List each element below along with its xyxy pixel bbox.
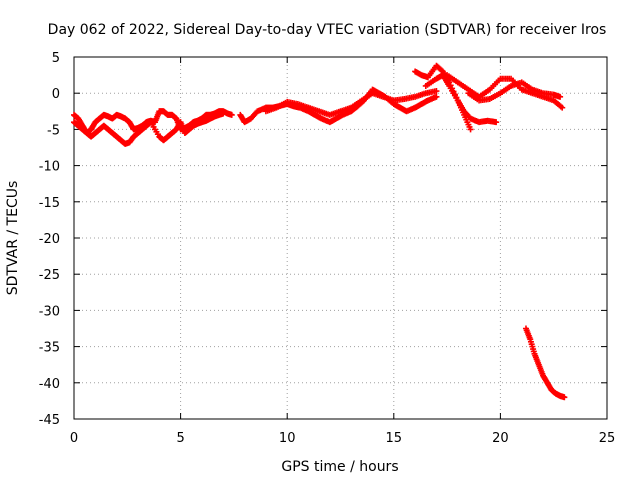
- y-tick-label: -10: [39, 160, 60, 175]
- y-axis-label: SDTVAR / TECUs: [5, 181, 21, 296]
- data-point: [467, 126, 474, 133]
- chart-title: Day 062 of 2022, Sidereal Day-to-day VTE…: [48, 22, 607, 38]
- y-tick-label: -45: [39, 413, 60, 428]
- x-tick-label: 20: [492, 431, 509, 446]
- data-point: [433, 93, 440, 100]
- y-tick-label: -35: [39, 341, 60, 356]
- data-point: [228, 111, 235, 118]
- y-tick-label: -40: [39, 377, 60, 392]
- y-tick-label: -15: [39, 196, 60, 211]
- x-tick-label: 15: [386, 431, 403, 446]
- series-track-c: [237, 86, 440, 126]
- data-point: [433, 88, 440, 95]
- series-track-d: [262, 88, 440, 118]
- grid: [74, 57, 607, 419]
- series-track-i: [522, 325, 568, 401]
- data-point: [559, 104, 566, 111]
- y-tick-label: -30: [39, 304, 60, 319]
- axis-ticks: 0 5 10 15 20 25 5 0 -5 -10 -15 -20 -25 -30 -35 -40 -45: [39, 51, 616, 446]
- series-track-b: [71, 110, 227, 147]
- data-point: [493, 119, 500, 126]
- x-axis-label: GPS time / hours: [281, 459, 398, 475]
- series-track-h: [465, 79, 564, 104]
- y-tick-label: -5: [47, 123, 60, 138]
- y-tick-label: -25: [39, 268, 60, 283]
- x-tick-label: 10: [279, 431, 296, 446]
- data-point: [220, 110, 227, 117]
- data-points: [71, 62, 568, 401]
- y-tick-label: 0: [52, 87, 60, 102]
- x-tick-label: 0: [70, 431, 78, 446]
- series-track-g: [444, 72, 566, 111]
- y-tick-label: 5: [52, 51, 60, 66]
- y-tick-label: -20: [39, 232, 60, 247]
- data-point: [561, 394, 568, 401]
- x-tick-label: 25: [599, 431, 616, 446]
- data-point: [557, 93, 564, 100]
- x-tick-label: 5: [176, 431, 184, 446]
